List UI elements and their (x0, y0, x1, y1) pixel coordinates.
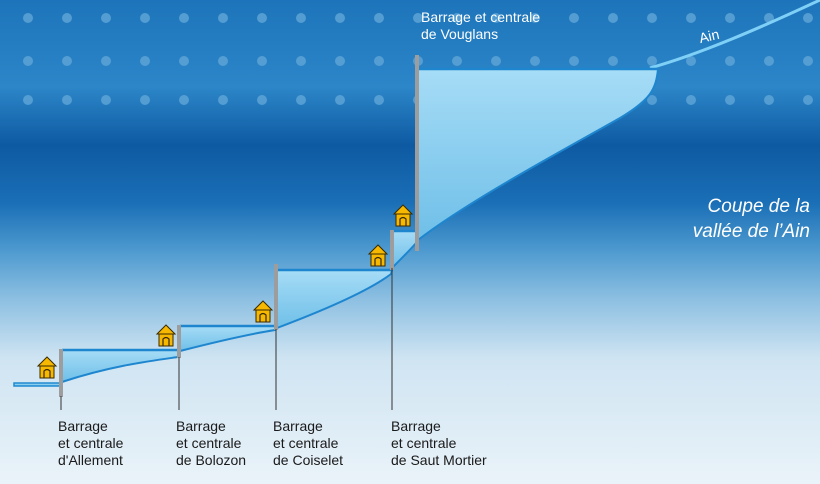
decor-dot (725, 95, 735, 105)
decor-dot (101, 95, 111, 105)
decor-dot (686, 95, 696, 105)
decor-dot (647, 56, 657, 66)
label-line: et centrale (176, 435, 242, 451)
label-line: Barrage et centrale (421, 9, 541, 25)
decor-dot (296, 95, 306, 105)
label-allement: Barrage et centrale d'Allement (58, 418, 123, 469)
dot-grid (23, 13, 813, 105)
label-line: de Saut Mortier (391, 452, 487, 468)
reservoir-vouglans (418, 69, 658, 240)
decor-dot (608, 56, 618, 66)
reservoir-saut-mortier (393, 231, 417, 267)
decor-dot (23, 13, 33, 23)
decor-dot (335, 95, 345, 105)
decor-dot (647, 13, 657, 23)
power-stations (36, 204, 414, 379)
house-icon (36, 356, 58, 379)
label-line: Barrage (391, 418, 441, 434)
label-line: de Coiselet (273, 452, 344, 468)
diagram-caption: Coupe de la vallée de l’Ain (693, 194, 810, 244)
caption-line: Coupe de la (707, 196, 810, 217)
decor-dot (140, 13, 150, 23)
downstream-river (13, 382, 61, 387)
decor-dot (101, 13, 111, 23)
decor-dot (725, 13, 735, 23)
ain-river (649, 0, 820, 70)
decor-dot (335, 13, 345, 23)
decor-dot (647, 95, 657, 105)
decor-dot (23, 56, 33, 66)
label-line: Barrage (273, 418, 323, 434)
decor-dot (491, 13, 501, 23)
decor-dot (23, 95, 33, 105)
decor-dot (218, 56, 228, 66)
decor-dot (374, 95, 384, 105)
decor-dot (569, 56, 579, 66)
decor-dot (803, 95, 813, 105)
decor-dot (452, 56, 462, 66)
decor-dot (101, 56, 111, 66)
decor-dot (335, 56, 345, 66)
label-bolozon: Barrage et centrale de Bolozon (176, 418, 246, 469)
decor-dot (452, 13, 462, 23)
decor-dot (803, 56, 813, 66)
label-line: d'Allement (58, 452, 123, 468)
decor-dot (179, 13, 189, 23)
dam-walls (59, 55, 419, 397)
decor-dot (296, 56, 306, 66)
label-line: et centrale (391, 435, 457, 451)
decor-dot (530, 56, 540, 66)
decor-dot (530, 13, 540, 23)
decor-dot (62, 56, 72, 66)
caption-line: vallée de l’Ain (692, 221, 810, 242)
decor-dot (296, 13, 306, 23)
decor-dot (62, 95, 72, 105)
decor-dot (725, 56, 735, 66)
decor-dot (62, 13, 72, 23)
decor-dot (140, 56, 150, 66)
label-line: et centrale (273, 435, 339, 451)
reservoir-coiselet (277, 270, 391, 328)
water-surfaces (62, 67, 658, 352)
house-icon (367, 244, 389, 267)
decor-dot (413, 13, 423, 23)
decor-dot (218, 95, 228, 105)
house-icon (155, 324, 177, 347)
decor-dot (686, 56, 696, 66)
decor-dot (764, 95, 774, 105)
label-vouglans: Barrage et centrale de Vouglans (421, 9, 540, 43)
decor-dot (257, 13, 267, 23)
label-line: Barrage (58, 418, 108, 434)
label-line: Barrage (176, 418, 226, 434)
label-line: de Bolozon (176, 452, 247, 468)
decor-dot (374, 56, 384, 66)
decor-dot (257, 95, 267, 105)
decor-dot (218, 13, 228, 23)
decor-dot (179, 95, 189, 105)
decor-dot (764, 56, 774, 66)
label-saut-mortier: Barrage et centrale de Saut Mortier (391, 418, 487, 469)
decor-dot (569, 13, 579, 23)
label-line: de Vouglans (421, 26, 499, 42)
decor-dot (686, 13, 696, 23)
label-coiselet: Barrage et centrale de Coiselet (273, 418, 343, 469)
house-icon (252, 300, 274, 323)
house-icon (392, 204, 414, 227)
leader-lines (60, 268, 393, 410)
decor-dot (374, 13, 384, 23)
decor-dot (179, 56, 189, 66)
decor-dot (140, 95, 150, 105)
decor-dot (257, 56, 267, 66)
label-line: et centrale (58, 435, 124, 451)
decor-dot (608, 13, 618, 23)
decor-dot (491, 56, 501, 66)
decor-dot (803, 13, 813, 23)
